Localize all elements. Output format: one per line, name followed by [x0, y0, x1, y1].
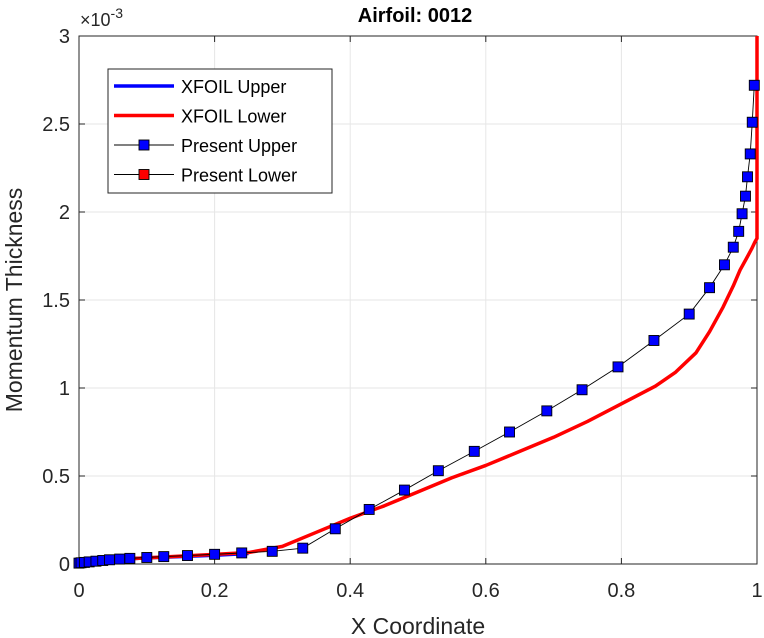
present-upper-point [432, 465, 444, 477]
present-upper-point [576, 384, 588, 396]
present-upper-point [746, 116, 758, 128]
chart-title: Airfoil: 0012 [358, 5, 472, 27]
legend-entry-xfoil-lower: XFOIL Lower [114, 107, 286, 127]
present-upper-point [297, 542, 309, 554]
present-upper-point [742, 171, 753, 183]
y-tick-label: 3 [59, 26, 70, 48]
present-upper-point [158, 551, 170, 563]
present-upper-point [740, 190, 751, 202]
present-upper-point [468, 445, 480, 457]
legend-entry-present-upper: Present Upper [114, 136, 297, 156]
y-tick-label: 1.5 [42, 290, 70, 312]
present-upper-point [736, 208, 748, 220]
y-tick-label: 2 [59, 202, 70, 224]
x-tick-label: 0.6 [472, 580, 500, 602]
present-upper-point [141, 552, 153, 563]
present-upper-point [114, 553, 126, 565]
y-axis-label: Momentum Thickness [1, 188, 27, 413]
present-upper-point [612, 361, 624, 373]
present-upper-point [209, 548, 221, 560]
x-tick-label: 0 [73, 580, 84, 602]
legend-swatch-marker [138, 139, 150, 151]
present-upper-point [363, 503, 375, 515]
grid-lines [79, 36, 757, 564]
present-upper-point [329, 523, 341, 535]
present-upper-point [648, 335, 660, 346]
present-upper-point [719, 259, 730, 271]
y-exponent-base: ×10 [80, 10, 111, 30]
legend-label: Present Lower [181, 166, 297, 186]
present-upper-point [704, 282, 715, 294]
present-upper-point [504, 426, 515, 438]
present-upper-point [748, 79, 760, 91]
y-exponent-power: -3 [111, 5, 124, 21]
y-tick-label: 2.5 [42, 114, 70, 136]
legend-swatch-marker [138, 169, 150, 180]
y-tick-label: 0 [59, 554, 70, 576]
present-upper-point [104, 554, 115, 566]
legend-label: XFOIL Upper [181, 77, 286, 97]
legend-label: Present Upper [181, 136, 297, 156]
present-upper-point [236, 547, 248, 559]
legend-entry-xfoil-upper: XFOIL Upper [114, 77, 286, 97]
x-tick-label: 0.4 [336, 580, 364, 602]
present-upper-point [182, 550, 193, 562]
x-tick-label: 1 [751, 580, 762, 602]
x-tick-label: 0.8 [607, 580, 635, 602]
present-upper-point [727, 241, 739, 253]
y-tick-label: 0.5 [42, 466, 70, 488]
legend: XFOIL Upper XFOIL Lower Present Upper Prese… [107, 68, 333, 194]
y-tick-label: 1 [59, 378, 70, 400]
x-axis-label: X Coordinate [351, 613, 485, 638]
present-upper-point [683, 308, 695, 320]
axis-ticks: 0 0.2 0.4 0.6 0.8 1 0 0.5 1 1.5 2 2.5 3 [42, 26, 762, 602]
x-tick-label: 0.2 [201, 580, 229, 602]
present-upper-point [541, 405, 553, 417]
legend-entry-present-lower: Present Lower [114, 166, 297, 186]
series-layer [73, 36, 760, 569]
present-upper-point [266, 545, 278, 557]
present-upper-point [124, 552, 136, 564]
svg-text:×10-3: ×10-3 [80, 5, 123, 30]
present-upper-point [744, 148, 756, 160]
present-upper-point [733, 225, 745, 237]
legend-label: XFOIL Lower [181, 107, 286, 127]
y-axis-exponent: ×10-3 [80, 5, 123, 30]
present-upper-point [398, 484, 410, 496]
